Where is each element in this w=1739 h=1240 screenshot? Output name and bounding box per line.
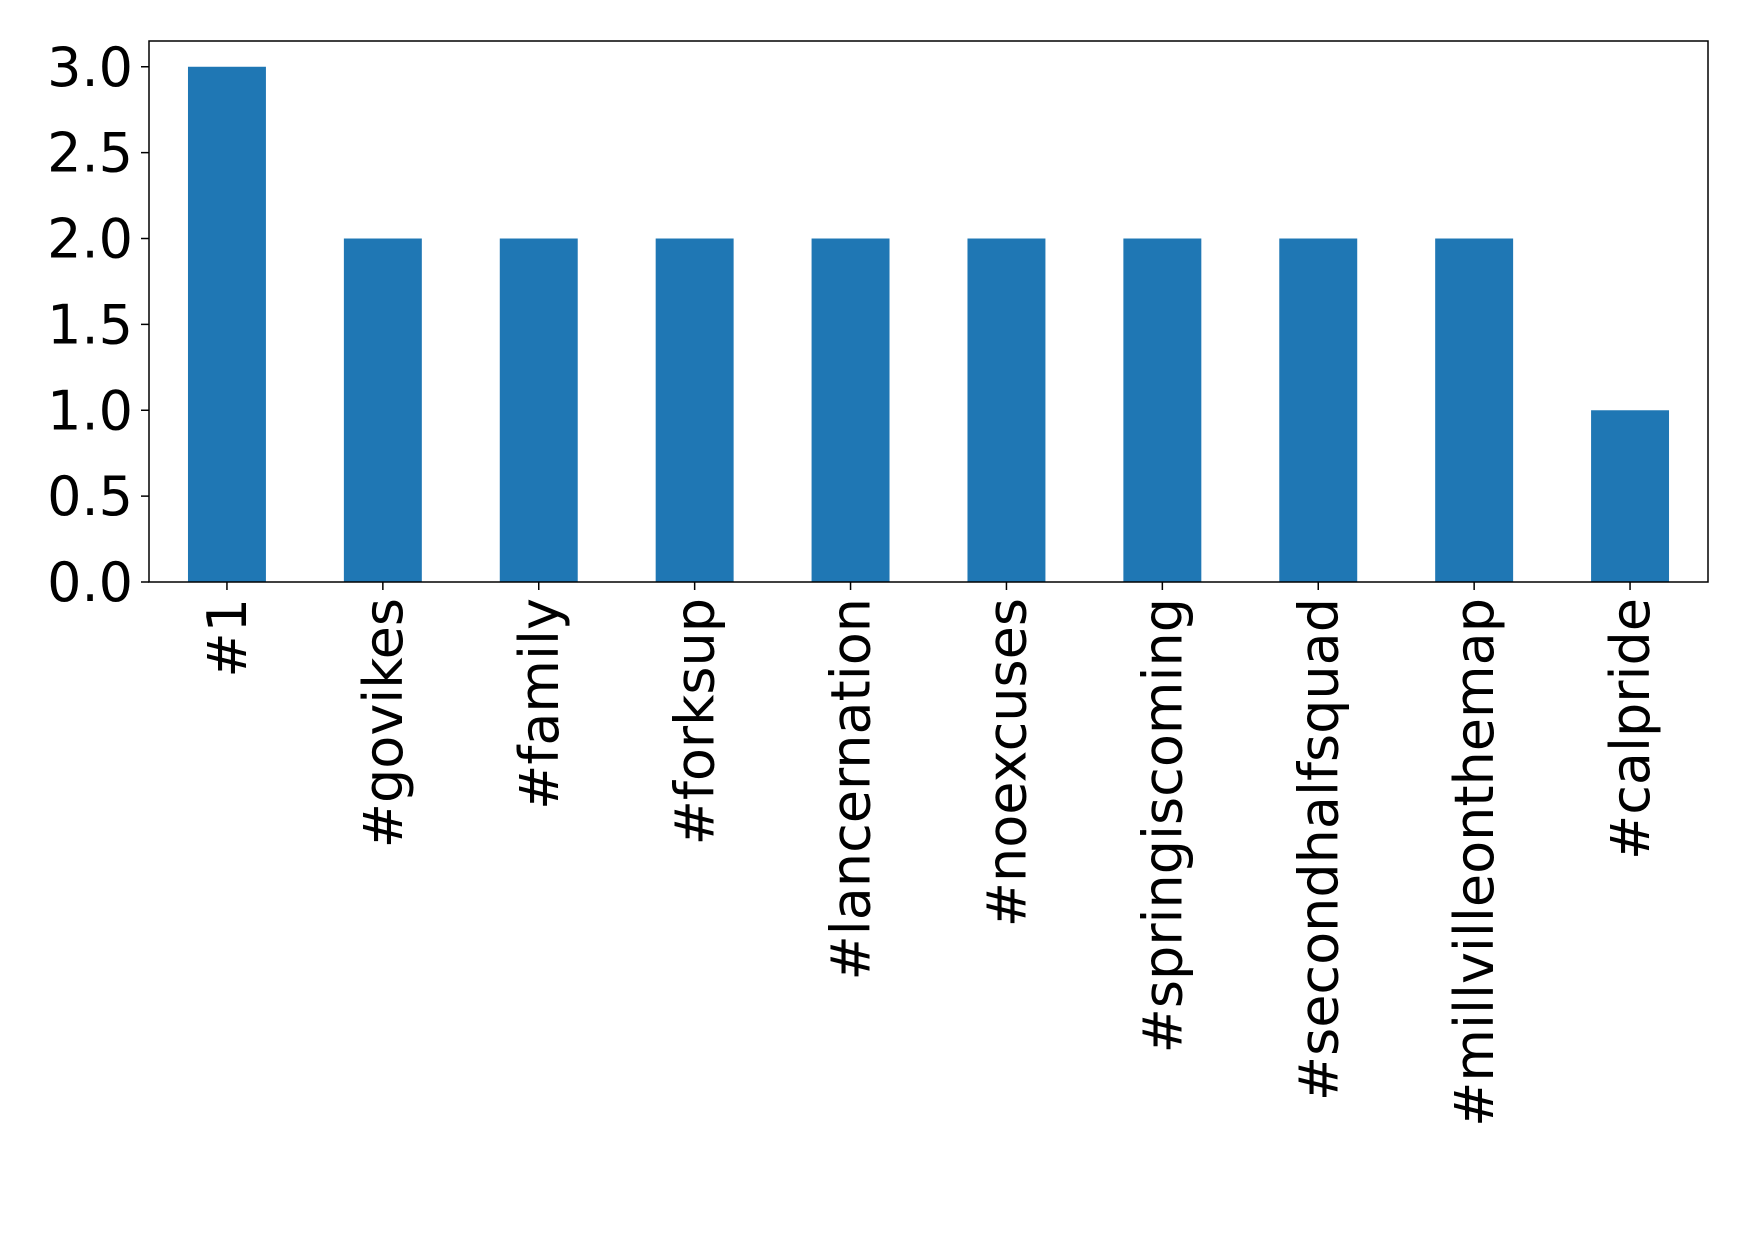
y-tick-label: 0.5: [47, 465, 133, 528]
y-tick-label: 1.0: [47, 379, 133, 442]
y-tick-label: 2.5: [47, 122, 133, 185]
bar: [1279, 238, 1358, 582]
x-tick-label: #forksup: [664, 598, 727, 845]
x-tick-label: #govikes: [352, 598, 415, 848]
bar: [1591, 410, 1670, 582]
x-tick-label: #secondhalfsquad: [1287, 598, 1350, 1101]
x-tick-label: #noexcuses: [975, 598, 1038, 927]
x-tick-label: #family: [508, 598, 571, 810]
bar: [655, 238, 734, 582]
bar: [1123, 238, 1202, 582]
x-tick-label: #calpride: [1599, 598, 1662, 860]
y-tick-label: 3.0: [47, 36, 133, 99]
x-tick-label: #lancernation: [820, 598, 883, 980]
bar: [187, 66, 266, 582]
y-tick-label: 0.0: [47, 551, 133, 614]
x-tick-label: #springiscoming: [1131, 598, 1194, 1053]
bar: [967, 238, 1046, 582]
bar: [1435, 238, 1514, 582]
y-tick-label: 2.0: [47, 208, 133, 271]
x-tick-label: #millvilleonthemap: [1443, 598, 1506, 1127]
x-tick-label: #1: [196, 598, 259, 678]
bar: [343, 238, 422, 582]
bar: [811, 238, 890, 582]
plot-frame: [148, 40, 1709, 583]
bar: [499, 238, 578, 582]
y-tick-label: 1.5: [47, 293, 133, 356]
